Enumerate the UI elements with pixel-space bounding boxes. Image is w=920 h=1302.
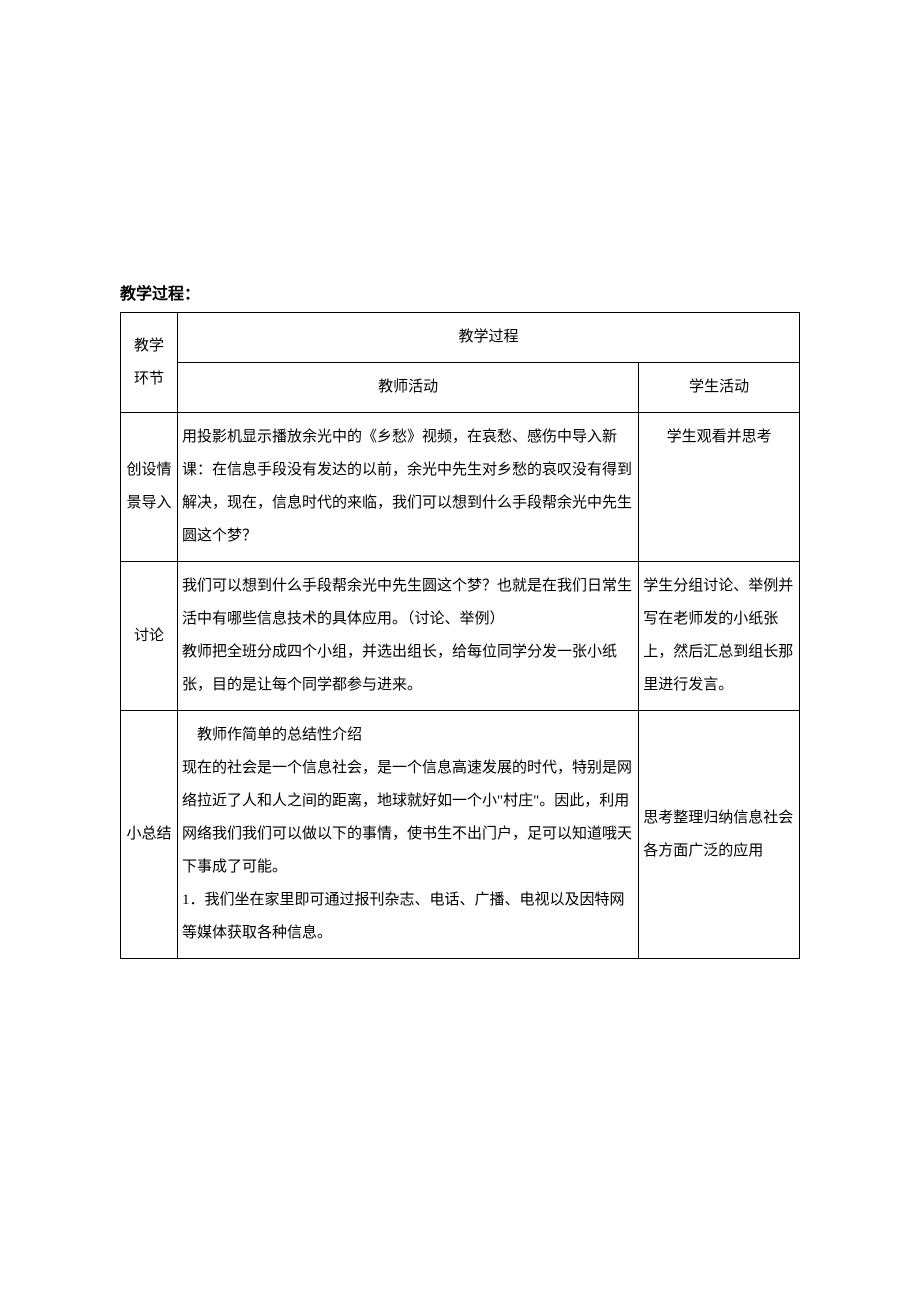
header-stage-line1: 教学 (134, 338, 164, 354)
student-cell: 学生分组讨论、举例并写在老师发的小纸张上，然后汇总到组长那里进行发言。 (639, 562, 800, 711)
table-row: 创设情景导入 用投影机显示播放余光中的《乡愁》视频，在哀愁、感伤中导入新课：在信… (121, 413, 800, 562)
teacher-line1: 教师作简单的总结性介绍 (182, 727, 362, 743)
header-teacher: 教师活动 (178, 363, 639, 413)
table-row: 小总结 教师作简单的总结性介绍 现在的社会是一个信息社会，是一个信息高速发展的时… (121, 711, 800, 959)
header-stage: 教学 环节 (121, 313, 178, 413)
teacher-cell: 教师作简单的总结性介绍 现在的社会是一个信息社会，是一个信息高速发展的时代，特别… (178, 711, 639, 959)
student-cell: 思考整理归纳信息社会各方面广泛的应用 (639, 711, 800, 959)
teacher-cell: 我们可以想到什么手段帮余光中先生圆这个梦？也就是在我们日常生活中有哪些信息技术的… (178, 562, 639, 711)
stage-cell: 小总结 (121, 711, 178, 959)
header-row-1: 教学 环节 教学过程 (121, 313, 800, 363)
section-heading: 教学过程： (120, 280, 800, 304)
table-row: 讨论 我们可以想到什么手段帮余光中先生圆这个梦？也就是在我们日常生活中有哪些信息… (121, 562, 800, 711)
teacher-cell: 用投影机显示播放余光中的《乡愁》视频，在哀愁、感伤中导入新课：在信息手段没有发达… (178, 413, 639, 562)
header-student: 学生活动 (639, 363, 800, 413)
teacher-rest: 现在的社会是一个信息社会，是一个信息高速发展的时代，特别是网络拉近了人和人之间的… (182, 760, 632, 941)
student-cell: 学生观看并思考 (639, 413, 800, 562)
stage-cell: 创设情景导入 (121, 413, 178, 562)
header-stage-line2: 环节 (134, 371, 164, 387)
header-row-2: 教师活动 学生活动 (121, 363, 800, 413)
header-process: 教学过程 (178, 313, 800, 363)
stage-cell: 讨论 (121, 562, 178, 711)
teaching-process-table: 教学 环节 教学过程 教师活动 学生活动 创设情景导入 用投影机显示播放余光中的… (120, 312, 800, 959)
